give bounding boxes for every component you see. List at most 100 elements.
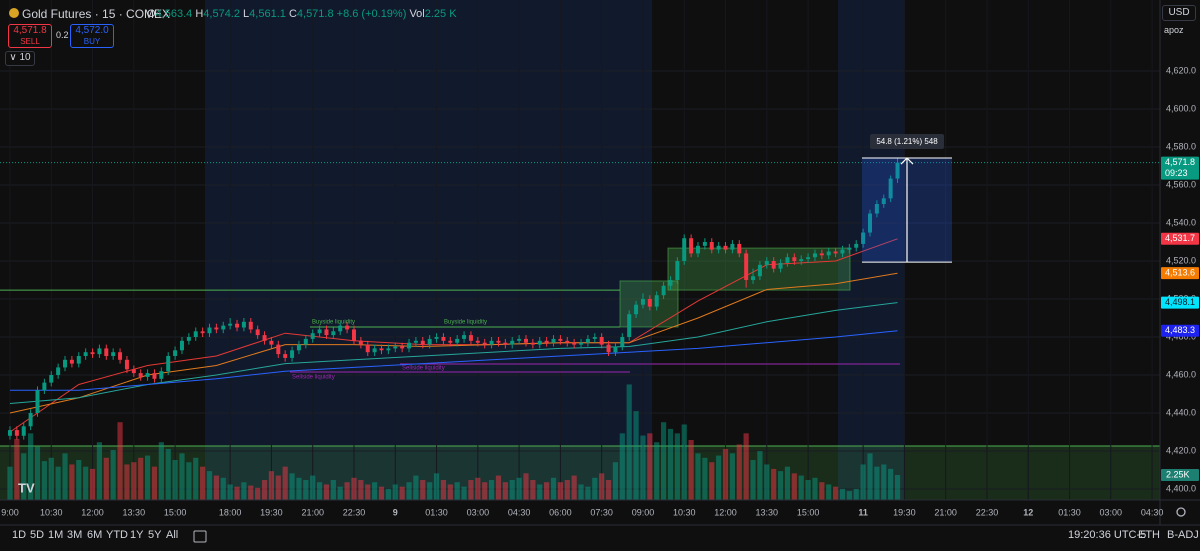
currency[interactable]: USD xyxy=(1162,5,1196,21)
y-tick-label: 4,420.0 xyxy=(1166,445,1196,455)
range-button[interactable]: 1D xyxy=(12,529,27,541)
range-button[interactable]: 1M xyxy=(48,529,64,541)
volume-bar xyxy=(427,482,433,500)
candle-body xyxy=(689,238,694,254)
volume-bar xyxy=(867,453,873,500)
x-tick-label: 18:00 xyxy=(219,507,242,517)
high: 4,574.2 xyxy=(203,8,240,20)
candle-body xyxy=(124,359,129,370)
candle-body xyxy=(317,329,322,334)
volume-bar xyxy=(138,457,144,500)
volume-bar xyxy=(839,488,846,500)
y-tick-label: 4,520.0 xyxy=(1166,255,1196,265)
candle-body xyxy=(434,337,439,339)
candle-body xyxy=(489,340,494,345)
volume-bar xyxy=(117,422,123,500)
session[interactable]: ETH xyxy=(1138,529,1160,541)
range-button[interactable]: 5Y xyxy=(148,529,162,541)
range-button[interactable]: 3M xyxy=(67,529,83,541)
volume-bar xyxy=(475,477,481,500)
volume-bar xyxy=(76,460,82,500)
candle-body xyxy=(847,247,852,250)
indicator-count: 10 xyxy=(19,52,31,63)
candle-body xyxy=(290,350,295,358)
volume-bar xyxy=(28,433,34,500)
calendar[interactable] xyxy=(193,530,207,543)
volume-bar xyxy=(151,466,158,500)
range-button[interactable]: YTD xyxy=(106,529,128,541)
candle-body xyxy=(799,259,804,262)
adjustment[interactable]: B-ADJ xyxy=(1167,529,1199,541)
volume-bar xyxy=(261,480,268,500)
gear[interactable] xyxy=(1176,507,1186,517)
volume-bar xyxy=(660,422,667,500)
candle-body xyxy=(345,325,350,330)
volume-bar xyxy=(227,484,233,500)
volume-bar xyxy=(626,384,632,500)
candle-body xyxy=(69,359,74,364)
moving-average xyxy=(10,330,898,391)
range-button[interactable]: 1Y xyxy=(130,529,144,541)
sell-button[interactable]: 4,571.8 SELL xyxy=(8,24,52,48)
volume-bar xyxy=(41,461,47,500)
y-tick-label: 4,540.0 xyxy=(1166,217,1196,227)
volume-bar xyxy=(96,442,103,500)
range-button[interactable]: 6M xyxy=(87,529,103,541)
account[interactable]: apoz xyxy=(1164,25,1184,35)
volume-bar xyxy=(722,448,729,500)
candle-body xyxy=(455,338,460,343)
volume-bar xyxy=(750,460,756,500)
volume-bar xyxy=(544,482,550,500)
candle-body xyxy=(49,375,54,383)
volume-bar xyxy=(255,487,261,500)
candle-body xyxy=(579,342,584,345)
volume-bar xyxy=(220,477,226,500)
volume-bar xyxy=(702,457,708,500)
candle-body xyxy=(351,329,356,341)
range-button[interactable]: All xyxy=(166,529,179,541)
candle-body xyxy=(427,338,432,345)
price-label-bg xyxy=(1161,324,1199,337)
moving-average xyxy=(9,302,898,404)
indicators-toggle[interactable]: ∨ 10 xyxy=(5,51,35,66)
candle-body xyxy=(420,340,425,345)
range-button[interactable]: 5D xyxy=(30,529,45,541)
candle-body xyxy=(757,264,762,277)
candle-body xyxy=(166,356,171,372)
volume-bar xyxy=(433,473,440,500)
volume-bar xyxy=(599,473,605,500)
candle-body xyxy=(255,329,260,336)
x-tick-label: 06:00 xyxy=(549,507,572,517)
candle-body xyxy=(585,338,590,343)
candle-body xyxy=(413,340,418,343)
price-label-bg xyxy=(1161,296,1199,309)
close: 4,571.8 xyxy=(296,8,334,20)
candle-body xyxy=(544,340,549,343)
candle-body xyxy=(675,261,680,281)
open: 4,563.4 xyxy=(155,8,193,20)
volume-bar xyxy=(881,464,887,500)
candle-body xyxy=(83,352,88,357)
volume-bar xyxy=(633,411,639,500)
candle-body xyxy=(269,340,274,345)
candle-body xyxy=(888,178,893,199)
volume-bar xyxy=(777,471,784,500)
buy-button[interactable]: 4,572.0 BUY xyxy=(70,24,114,48)
y-tick-label: 4,600.0 xyxy=(1166,103,1196,113)
candle-body xyxy=(551,338,556,343)
y-tick-label: 4,580.0 xyxy=(1166,141,1196,151)
x-tick-label: 12:00 xyxy=(714,507,737,517)
volume-bar xyxy=(557,482,563,500)
candle-body xyxy=(840,249,845,254)
x-tick-label: 01:30 xyxy=(425,507,448,517)
calendar-icon[interactable] xyxy=(193,530,207,543)
volume-bar xyxy=(550,477,557,500)
candle-body xyxy=(448,340,453,343)
symbol[interactable]: Gold Futures · 15 · COMEX xyxy=(22,7,171,21)
volume-bar xyxy=(193,457,199,500)
candle-body xyxy=(868,213,872,233)
settings-icon[interactable] xyxy=(1176,507,1186,517)
volume-bar xyxy=(144,455,151,500)
volume-bar xyxy=(605,480,612,500)
x-tick-label: 21:00 xyxy=(934,507,957,517)
